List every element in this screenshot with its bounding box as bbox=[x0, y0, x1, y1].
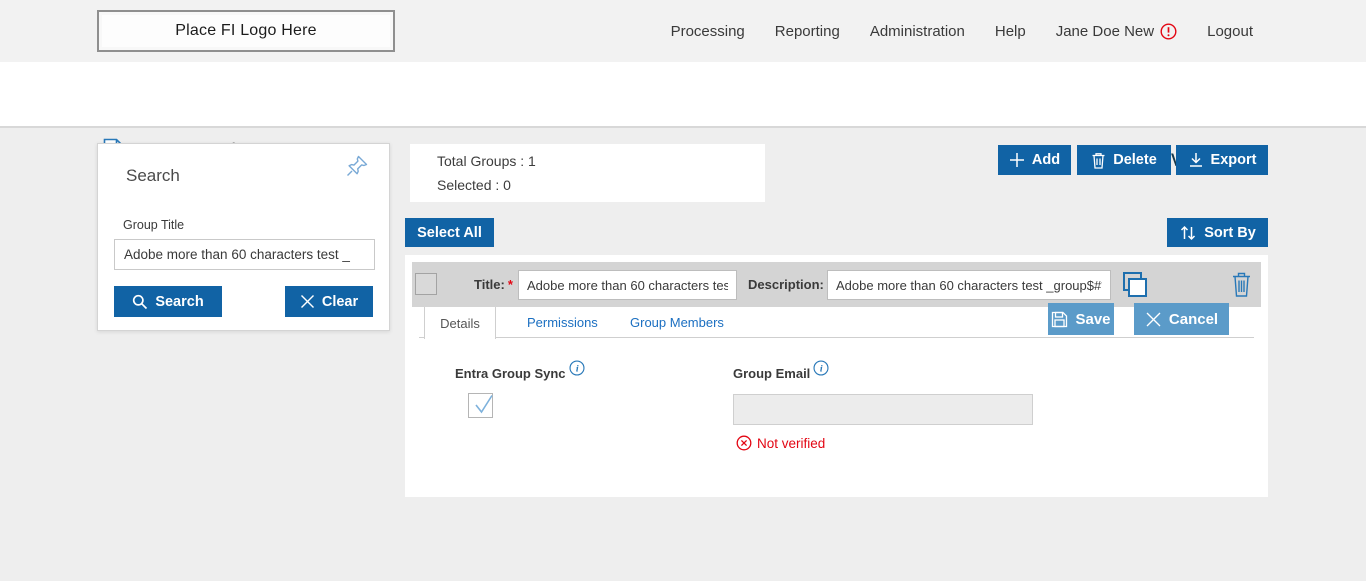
save-floppy-icon bbox=[1051, 311, 1068, 328]
export-button-label: Export bbox=[1210, 152, 1257, 168]
clear-button[interactable]: Clear bbox=[285, 286, 373, 317]
total-groups-line: Total Groups : 1 bbox=[437, 153, 536, 169]
sort-by-label: Sort By bbox=[1204, 224, 1256, 241]
selected-value: 0 bbox=[503, 177, 511, 193]
required-asterisk: * bbox=[507, 277, 513, 292]
selected-line: Selected : 0 bbox=[437, 177, 511, 193]
not-verified-status: Not verified bbox=[736, 435, 825, 451]
delete-button-label: Delete bbox=[1113, 152, 1157, 168]
select-all-button[interactable]: Select All bbox=[405, 218, 494, 247]
group-title-label: Group Title bbox=[123, 218, 185, 232]
nav-administration[interactable]: Administration bbox=[869, 22, 965, 40]
trash-icon bbox=[1091, 152, 1106, 169]
sort-arrows-icon bbox=[1179, 224, 1197, 242]
search-button-label: Search bbox=[155, 293, 204, 310]
fi-logo-placeholder: Place FI Logo Here bbox=[97, 10, 395, 52]
not-verified-label: Not verified bbox=[757, 435, 826, 451]
description-input[interactable] bbox=[827, 270, 1111, 300]
select-all-label: Select All bbox=[417, 224, 482, 241]
search-icon bbox=[132, 294, 148, 310]
selected-label: Selected : bbox=[437, 177, 500, 193]
clear-x-icon bbox=[300, 294, 315, 309]
group-email-info-icon[interactable]: i bbox=[813, 360, 829, 376]
summary-card: Total Groups : 1 Selected : 0 bbox=[410, 144, 765, 202]
total-groups-value: 1 bbox=[528, 153, 536, 169]
alert-exclamation-icon bbox=[1160, 22, 1177, 40]
copy-button[interactable] bbox=[1120, 270, 1150, 300]
clear-button-label: Clear bbox=[321, 293, 359, 310]
save-button-label: Save bbox=[1075, 310, 1111, 328]
page-header: Group Maintenance i Kinective Sign bbox=[0, 62, 1366, 171]
group-email-input[interactable] bbox=[733, 394, 1033, 425]
entra-group-sync-label: Entra Group Sync i bbox=[455, 360, 585, 381]
export-button[interactable]: Export bbox=[1176, 145, 1268, 175]
row-delete-button[interactable] bbox=[1230, 271, 1252, 299]
download-icon bbox=[1188, 152, 1204, 168]
svg-text:i: i bbox=[820, 363, 823, 374]
group-row: Title:* Description:* bbox=[412, 262, 1261, 307]
search-panel: Search Group Title Search Clear bbox=[97, 143, 390, 331]
nav-help[interactable]: Help bbox=[994, 22, 1026, 40]
sort-by-button[interactable]: Sort By bbox=[1167, 218, 1268, 247]
save-button[interactable]: Save bbox=[1048, 303, 1114, 335]
tab-details[interactable]: Details bbox=[424, 307, 496, 339]
total-groups-label: Total Groups : bbox=[437, 153, 525, 169]
cancel-button[interactable]: Cancel bbox=[1134, 303, 1229, 335]
entra-group-sync-checkbox[interactable] bbox=[468, 393, 493, 418]
nav-logout[interactable]: Logout bbox=[1207, 22, 1253, 40]
add-button-label: Add bbox=[1031, 152, 1061, 168]
pin-icon[interactable] bbox=[345, 154, 369, 178]
group-title-search-input[interactable] bbox=[114, 239, 375, 270]
row-trash-icon bbox=[1231, 271, 1252, 298]
search-button[interactable]: Search bbox=[114, 286, 222, 317]
cancel-x-icon bbox=[1145, 311, 1162, 328]
tabs-row: Details Permissions Group Members bbox=[419, 307, 1254, 339]
tab-group-members[interactable]: Group Members bbox=[630, 315, 724, 330]
delete-button[interactable]: Delete bbox=[1077, 145, 1171, 175]
group-panel: Title:* Description:* Details Permission… bbox=[405, 255, 1268, 497]
description-label: Description:* bbox=[748, 277, 832, 292]
tab-details-label: Details bbox=[440, 315, 480, 331]
search-panel-title: Search bbox=[126, 166, 180, 185]
add-button[interactable]: Add bbox=[998, 145, 1071, 175]
copy-icon bbox=[1120, 270, 1150, 300]
entra-info-icon[interactable]: i bbox=[569, 360, 585, 376]
row-checkbox[interactable] bbox=[415, 273, 437, 295]
nav-processing[interactable]: Processing bbox=[670, 22, 745, 40]
title-label: Title: * bbox=[474, 277, 513, 292]
nav-user-label: Jane Doe New bbox=[1055, 22, 1155, 40]
plus-icon bbox=[1009, 152, 1025, 168]
nav-user[interactable]: Jane Doe New bbox=[1056, 23, 1177, 40]
not-verified-x-icon bbox=[736, 435, 752, 451]
svg-text:i: i bbox=[575, 363, 578, 374]
group-email-label: Group Email i bbox=[733, 360, 829, 381]
fi-logo-text: Place FI Logo Here bbox=[175, 22, 317, 39]
nav-reporting[interactable]: Reporting bbox=[774, 22, 840, 40]
main-nav: Processing Reporting Administration Help… bbox=[671, 0, 1253, 62]
top-bar: Place FI Logo Here Processing Reporting … bbox=[0, 0, 1366, 62]
title-input[interactable] bbox=[518, 270, 737, 300]
tab-permissions[interactable]: Permissions bbox=[527, 315, 598, 330]
cancel-button-label: Cancel bbox=[1168, 310, 1219, 328]
